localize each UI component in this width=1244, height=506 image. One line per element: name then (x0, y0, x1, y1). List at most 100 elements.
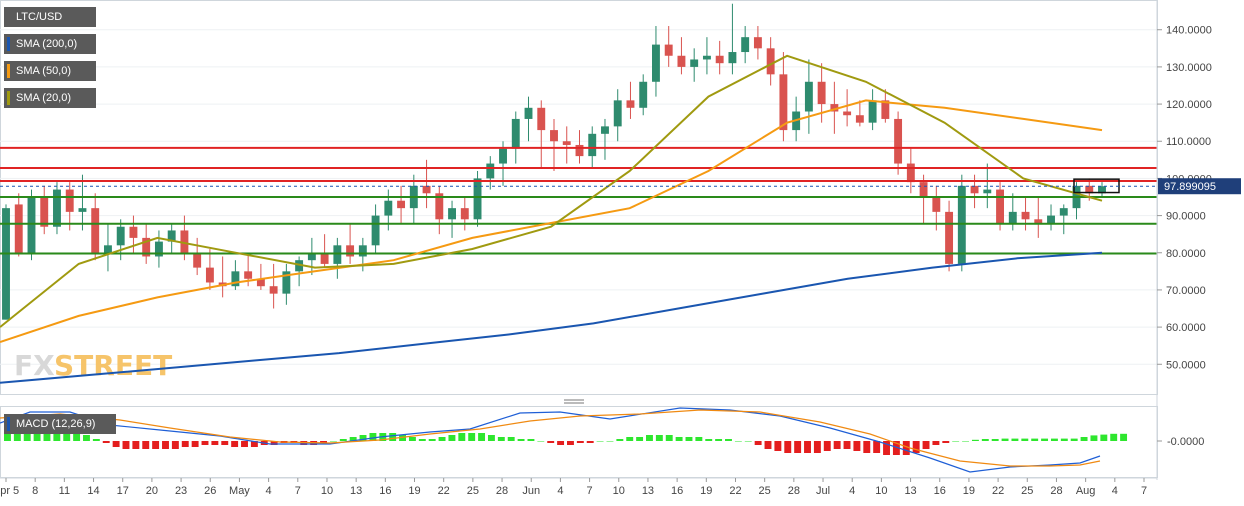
macd-bar (695, 437, 703, 441)
candle-body (715, 55, 724, 64)
candle-body (1098, 186, 1106, 194)
price-tick-label: 60.0000 (1166, 322, 1206, 334)
candle-body (231, 271, 240, 287)
macd-bar (132, 441, 140, 449)
price-tick-label: 130.0000 (1166, 62, 1212, 74)
candle-down (677, 37, 686, 75)
candle-down (256, 263, 265, 290)
legend-ltcusd[interactable]: LTC/USD (4, 7, 96, 27)
legend-label-sma20: SMA (20,0) (16, 92, 72, 104)
candle-body (562, 141, 571, 145)
candle-down (1034, 197, 1043, 238)
time-tick-label: 14 (87, 485, 99, 497)
candle-down (218, 256, 227, 298)
candle-body (779, 74, 788, 131)
candle-body (269, 286, 278, 294)
candle-body (855, 115, 864, 123)
legend-sma20[interactable]: SMA (20,0) (4, 88, 96, 108)
candle-body (154, 241, 163, 257)
candle-body (460, 208, 469, 220)
candle-body (2, 208, 10, 320)
legend-swatch (7, 417, 10, 431)
macd-bar (349, 437, 357, 441)
macd-bar (181, 441, 189, 447)
candle-body (104, 245, 112, 253)
time-tick-label: 10 (613, 485, 625, 497)
time-tick-label: 4 (266, 485, 272, 497)
candle-body (626, 100, 635, 108)
candle-down (65, 182, 74, 231)
legend-sma50[interactable]: SMA (50,0) (4, 61, 96, 81)
price-panel[interactable]: FX STREET (0, 0, 1158, 404)
candle-body (983, 189, 992, 194)
macd-bar (675, 437, 683, 441)
sma-line (0, 54, 1103, 328)
candle-down (779, 52, 788, 142)
time-tick-label: 28 (496, 485, 508, 497)
price-tick-label: 90.0000 (1166, 211, 1206, 223)
time-tick-label: 4 (1112, 485, 1118, 497)
candle-body (116, 226, 125, 246)
legend-macd[interactable]: MACD (12,26,9) (4, 414, 116, 434)
price-tick-label: 120.0000 (1166, 99, 1212, 111)
macd-bar (685, 437, 693, 441)
time-tick-label: 10 (321, 485, 333, 497)
time-tick-label: 28 (1050, 485, 1062, 497)
candle-down (205, 249, 214, 290)
price-tick-label: 140.0000 (1166, 25, 1212, 37)
candle-up (333, 237, 342, 279)
macd-bar (73, 431, 81, 441)
macd-bar (448, 435, 456, 441)
candle-body (550, 130, 558, 142)
macd-bar (873, 441, 881, 453)
time-tick-label: 16 (379, 485, 391, 497)
candle-down (537, 100, 546, 168)
current-price-label: 97.899095 (1164, 181, 1216, 193)
candle-down (193, 237, 202, 276)
macd-bar (1120, 433, 1128, 441)
candle-body (957, 185, 966, 264)
macd-bar (537, 441, 545, 442)
candle-up (524, 96, 533, 142)
price-tick-label: 70.0000 (1166, 285, 1206, 297)
macd-bar (112, 441, 120, 447)
candle-down (843, 89, 852, 127)
candle-body (817, 81, 826, 105)
candle-body (65, 189, 74, 212)
candle-down (919, 174, 928, 224)
candle-up (154, 230, 163, 268)
candle-down (766, 37, 775, 86)
macd-bar (329, 441, 337, 442)
macd-bar (804, 441, 811, 453)
candle-body (53, 189, 61, 227)
macd-bar (952, 441, 960, 442)
candle-body (996, 189, 1004, 224)
candle-up (511, 111, 520, 164)
macd-bar (616, 439, 624, 441)
macd-bar (527, 439, 535, 441)
macd-bar (53, 427, 61, 441)
candle-up (295, 256, 304, 287)
macd-bar (646, 435, 653, 441)
candle-body (167, 230, 176, 242)
candle-body (205, 267, 214, 283)
candle-body (1021, 211, 1030, 220)
candle-down (435, 185, 444, 235)
legend-sma200[interactable]: SMA (200,0) (4, 34, 96, 54)
candle-body (91, 208, 100, 253)
macd-bar (369, 433, 377, 441)
macd-bar (359, 435, 367, 441)
macd-bar (1100, 434, 1108, 441)
macd-bar (507, 437, 515, 441)
macd-bar (478, 433, 486, 441)
candle-down (346, 223, 355, 264)
candle-body (868, 100, 877, 123)
candle-down (269, 263, 278, 309)
macd-bar (823, 441, 831, 451)
candle-body (295, 260, 304, 272)
candle-up (167, 223, 176, 253)
macd-panel[interactable] (0, 406, 1158, 478)
candle-body (333, 245, 342, 264)
sma-line (0, 99, 1103, 343)
time-tick-label: 17 (117, 485, 129, 497)
